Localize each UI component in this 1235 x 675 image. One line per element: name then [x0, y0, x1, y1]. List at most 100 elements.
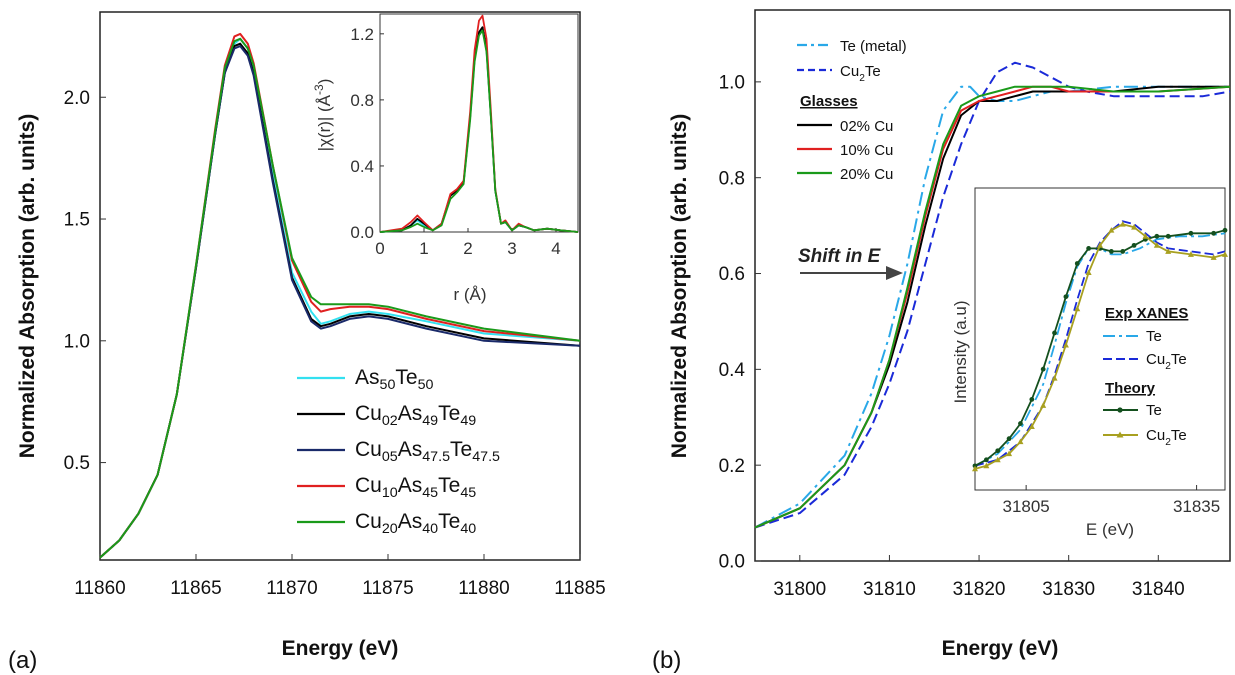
panel-a-x-tick-label: 11860: [74, 578, 125, 599]
panel-b-legend-heading: Glasses: [800, 93, 858, 110]
panel-b-inset-3-marker: [1074, 305, 1081, 312]
panel-b-inset-3-marker: [1119, 221, 1126, 227]
panel-b-0-series-line: [754, 85, 1230, 529]
panel-b-inset-3-marker: [1222, 251, 1228, 257]
panel-a-y-axis-title: Normalized Absorption (arb. units): [16, 114, 39, 459]
panel-a-inset-y-title: |χ(r)| (Å-3): [312, 79, 334, 152]
panel-a-legend: As50Te50 Cu02As49Te49 Cu05As47.5Te47.5 Cu10…: [297, 366, 500, 537]
panel-b-inset-frame: [974, 187, 1226, 491]
panel-b-x-tick-label: 31820: [953, 579, 1006, 600]
panel-b-inset-2-marker: [1006, 436, 1012, 442]
panel-b-inset-lines: [972, 220, 1228, 472]
panel-b-inset-x-tick-label: 31835: [1173, 497, 1220, 516]
panel-b-inset-3-marker: [994, 456, 1001, 463]
panel-a-inset-y-tick-label: 0.4: [350, 157, 374, 176]
panel-a-y-tick-label: 1.5: [64, 210, 90, 231]
panel-b-inset-3-marker: [1006, 450, 1013, 457]
panel-b-y-tick-label: 0.8: [719, 168, 745, 189]
panel-b-inset-2-marker: [1052, 330, 1057, 336]
panel-b-ticks: 31800 31810 31820 31830 31840 0.0 0.2 0.4 0.6 0.8…: [719, 73, 1185, 600]
panel-b-inset-legend: Exp XANES Theory Te Cu2Te Te Cu2Te: [1103, 305, 1188, 448]
panel-b-inset-2-marker: [1063, 294, 1069, 300]
panel-b-inset-3-marker: [1017, 438, 1024, 445]
panel-a-legend-label: Cu20As40Te40: [355, 510, 476, 537]
panel-b-legend-label: 10% Cu: [840, 142, 893, 159]
panel-a-x-tick-label: 11885: [554, 578, 605, 599]
panel-b-lines: [754, 61, 1231, 529]
shift-in-e-annotation: Shift in E: [798, 246, 882, 267]
panel-b-y-axis-title: Normalized Absorption (arb. units): [668, 114, 691, 459]
panel-a-x-axis-title: Energy (eV): [282, 637, 399, 660]
panel-b-x-tick-label: 31810: [863, 579, 916, 600]
panel-b-inset-2-marker: [1074, 261, 1080, 266]
panel-b-inset-3-marker: [1210, 254, 1217, 260]
panel-a-x-tick-label: 11870: [266, 578, 317, 599]
panel-a-4-series-line: [99, 37, 581, 559]
panel-a-inset-ticks: 0 1 2 3 4 0.0 0.4 0.8 1.2: [350, 25, 560, 258]
panel-b-inset-2-marker: [1120, 249, 1126, 254]
panel-a-legend-label: Cu10As45Te45: [355, 474, 476, 501]
panel-a-legend-label: As50Te50: [355, 366, 434, 393]
panel-a-legend-label: Cu02As49Te49: [355, 402, 476, 429]
panel-a-inset: 0 1 2 3 4 0.0 0.4 0.8 1.2 r (Å) |χ(r)| (Å-3): [312, 13, 579, 304]
panel-b-inset-3-marker: [1153, 242, 1160, 248]
panel-a-y-tick-label: 0.5: [64, 453, 90, 474]
panel-b-inset-2-marker: [1018, 421, 1023, 426]
panel-a-inset-x-tick-label: 1: [419, 239, 428, 258]
panel-b-inset-3-marker: [1062, 341, 1069, 348]
panel-b-x-tick-label: 31840: [1132, 579, 1185, 600]
panel-a-inset-x-tick-label: 2: [463, 239, 472, 258]
panel-a-x-tick-label: 11880: [458, 578, 509, 599]
panel-a-inset-x-tick-label: 4: [551, 239, 560, 258]
panel-b-inset-x-tick-label: 31805: [1002, 497, 1049, 516]
panel-b-inset-2-marker: [1029, 397, 1035, 402]
panel-b-plot-frame: [754, 9, 1231, 562]
panel-b-inset-y-title: Intensity (a.u): [951, 301, 970, 404]
panel-b-inset-3-marker: [1187, 251, 1194, 257]
panel-b-inset-x-title: E (eV): [1086, 520, 1134, 539]
panel-b-inset-legend-marker: [1117, 407, 1123, 413]
panel-b-inset-2-marker: [1086, 246, 1092, 251]
panel-b-inset-2-marker: [1222, 227, 1228, 233]
panel-b-x-tick-label: 31830: [1042, 579, 1095, 600]
shift-arrow-icon: [800, 266, 903, 280]
panel-b-inset-3-marker: [1051, 375, 1058, 381]
panel-a-label: (a): [8, 647, 37, 674]
panel-b-inset-2-marker: [983, 457, 989, 463]
panel-b-legend: Te (metal) Cu2Te Glasses 02% Cu 10% Cu 20% Cu: [797, 38, 907, 183]
panel-b-inset-2-marker: [995, 448, 1001, 454]
panel-b-inset-2-marker: [1040, 366, 1046, 372]
panel-b-inset-2-marker: [1108, 249, 1114, 254]
panel-b-inset-3-marker: [1097, 242, 1103, 248]
panel-a-y-tick-label: 1.0: [64, 331, 90, 352]
panel-b-inset-3-marker: [1040, 402, 1047, 408]
panel-b-inset-legend-label: Te: [1146, 328, 1162, 345]
panel-a-inset-x-tick-label: 0: [375, 239, 384, 258]
panel-b-inset-3-marker: [983, 462, 990, 469]
panel-b-inset-1-series-line: [974, 220, 1226, 467]
panel-a-inset-y-tick-label: 0.0: [350, 223, 374, 242]
panel-b-1-series-line: [754, 61, 1231, 529]
panel-b-y-tick-label: 0.6: [719, 264, 745, 285]
panel-b-legend-label: Te (metal): [840, 38, 907, 55]
panel-a-inset-lines: [379, 14, 579, 233]
panel-b-inset-3-marker: [1165, 248, 1172, 254]
panel-a-ticks: 11860 11865 11870 11875 11880 11885 0.5 1.0 1.5 2…: [64, 88, 606, 599]
panel-b-inset-ticks: 31805 31835: [1002, 485, 1220, 516]
panel-b-inset-2-marker: [1188, 230, 1194, 236]
panel-a-inset-frame: [379, 13, 579, 233]
panel-b: 31800 31810 31820 31830 31840 0.0 0.2 0.4 0.6 0.8…: [652, 9, 1231, 674]
panel-a-lines: [99, 32, 581, 559]
panel-b-inset-legend-heading-exp: Exp XANES: [1105, 305, 1188, 322]
panel-a-inset-x-title: r (Å): [453, 285, 486, 304]
panel-b-y-tick-label: 0.2: [719, 456, 745, 477]
panel-a-inset-x-tick-label: 3: [507, 239, 516, 258]
panel-a-plot-frame: [99, 11, 581, 561]
panel-b-inset-2-marker: [1211, 230, 1217, 236]
panel-b-inset-legend-label: Cu2Te: [1146, 351, 1187, 372]
panel-b-legend-label: 20% Cu: [840, 166, 893, 183]
panel-a: 11860 11865 11870 11875 11880 11885 0.5 1.0 1.5 2…: [8, 11, 606, 674]
panel-b-inset-2-marker: [1154, 233, 1160, 239]
panel-b-y-tick-label: 0.0: [719, 552, 745, 573]
panel-b-inset-3-marker: [1142, 233, 1149, 239]
